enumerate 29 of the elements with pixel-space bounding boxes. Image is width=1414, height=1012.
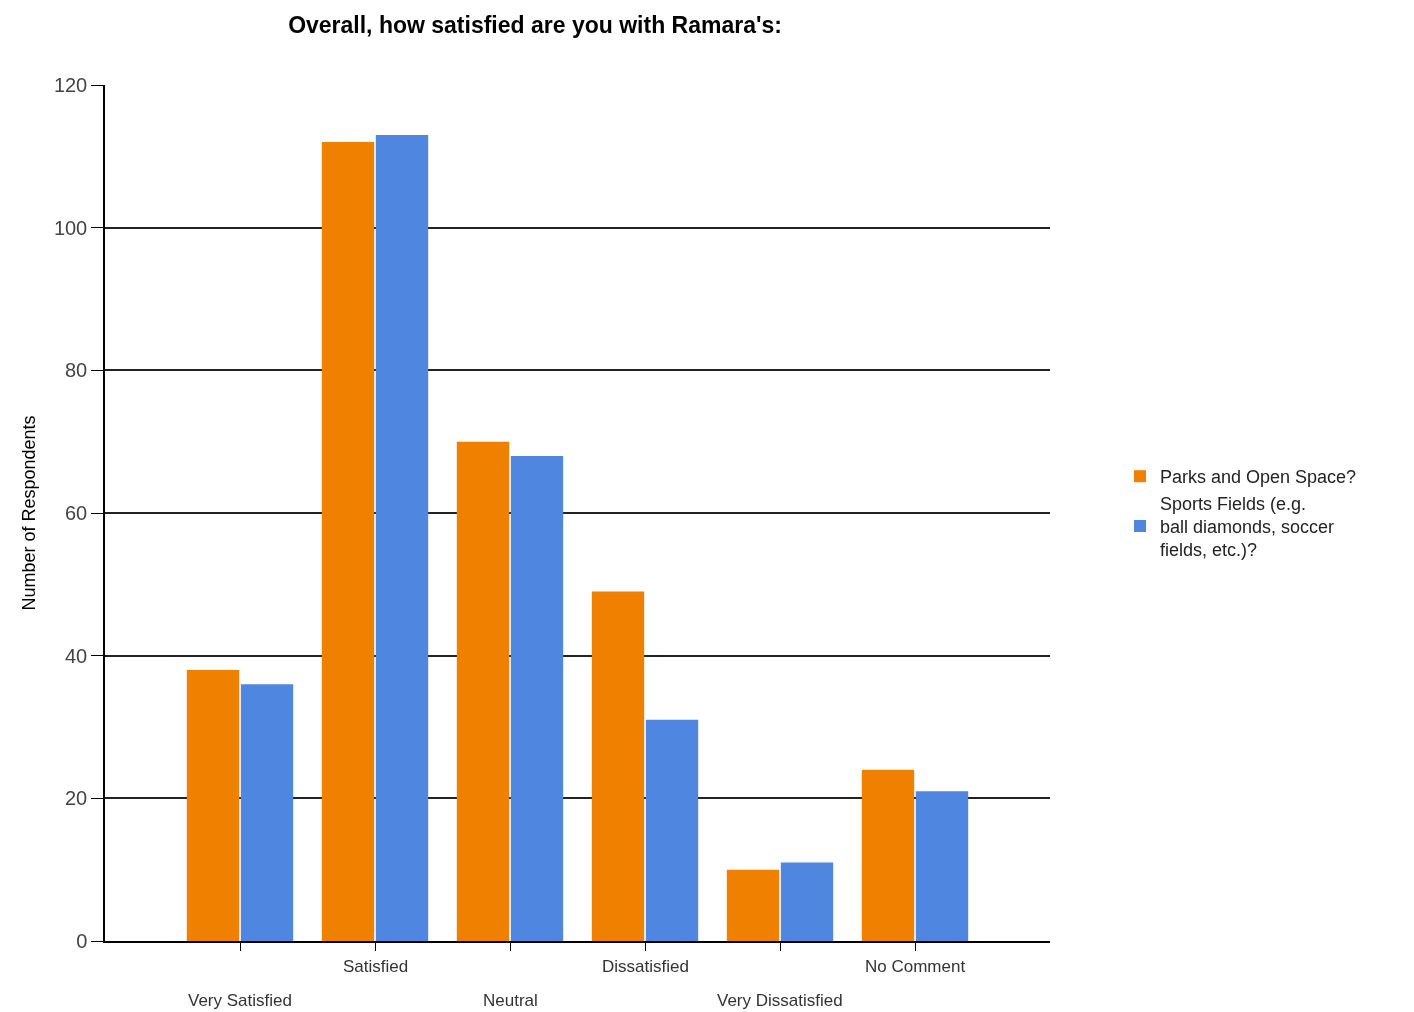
legend-label: Parks and Open Space? — [1160, 467, 1357, 488]
y-tick-label: 80 — [65, 359, 88, 382]
x-tick-label: Very Dissatisfied — [717, 991, 843, 1010]
x-tick-label: Satisfied — [343, 957, 409, 976]
legend-label: Sports Fields (e.g. ball diamonds, soccer fields, etc.)? — [1160, 493, 1335, 561]
y-tick-label: 120 — [53, 74, 88, 96]
y-tick-label: 0 — [76, 930, 88, 952]
y-tick-label: 20 — [65, 787, 88, 810]
bar — [915, 791, 969, 941]
bar — [321, 142, 375, 941]
x-tick-label: No Comment — [865, 957, 966, 976]
bar — [726, 869, 780, 941]
chart-title: Overall, how satisfied are you with Ramara's: — [288, 12, 782, 39]
bar — [510, 455, 564, 941]
bar — [456, 441, 510, 941]
x-tick-label: Neutral — [483, 991, 538, 1010]
y-tick-label: 40 — [65, 644, 88, 667]
bar — [861, 769, 915, 941]
bar — [186, 669, 240, 941]
y-axis-title: Number of Respondents — [18, 415, 39, 611]
bar — [780, 862, 834, 941]
bar — [645, 719, 699, 941]
bar — [240, 684, 294, 941]
x-tick-label: Very Satisfied — [188, 991, 292, 1010]
y-tick-label: 60 — [65, 502, 88, 524]
y-tick-label: 100 — [53, 216, 88, 239]
x-tick-label: Dissatisfied — [602, 957, 689, 976]
bar — [375, 134, 429, 941]
bar — [591, 591, 645, 941]
